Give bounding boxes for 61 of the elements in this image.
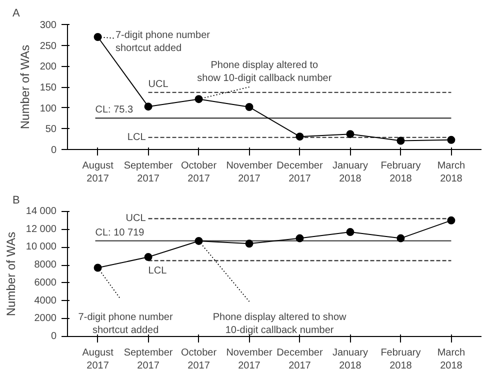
point <box>144 102 152 111</box>
annotation: Phone display altered to show 10-digit callback number <box>212 312 348 336</box>
y-tick-label: 10 000 <box>26 242 57 253</box>
x-tick-label: November 2017 <box>226 160 273 185</box>
y-tick-label: 50 <box>45 124 57 136</box>
x-tick-label: March 2018 <box>437 160 466 185</box>
point <box>447 216 456 224</box>
y-axis-title: Number of WAs <box>18 44 32 130</box>
point <box>194 236 203 245</box>
point <box>245 103 254 111</box>
y-tick-label: 200 <box>40 62 57 73</box>
y-tick-label: 0 <box>50 145 57 156</box>
ref-line-label: CL: 10 719 <box>95 227 145 238</box>
y-tick-label: 12 000 <box>26 224 57 235</box>
x-tick-label: February 2018 <box>380 348 421 372</box>
y-tick-label: 6000 <box>34 277 57 288</box>
y-tick-label: 4000 <box>34 295 57 306</box>
y-tick-label: 14 000 <box>26 206 57 217</box>
y-tick-label: 0 <box>50 331 57 342</box>
x-tick-label: February 2018 <box>380 160 421 185</box>
point <box>447 136 456 144</box>
y-tick-label: 8000 <box>34 260 57 271</box>
x-tick-label: December 2017 <box>276 348 324 372</box>
annotation: 7-digit phone number shortcut added <box>78 312 174 336</box>
point <box>346 130 354 138</box>
point <box>346 228 354 236</box>
point <box>396 234 405 242</box>
point <box>396 136 405 145</box>
x-tick-label: December 2017 <box>276 160 324 185</box>
annotation: 7-digit phone number shortcut added <box>115 30 211 54</box>
point <box>144 253 152 262</box>
point <box>296 234 304 242</box>
y-tick-label: 150 <box>40 82 57 94</box>
point <box>94 33 102 41</box>
ref-line-label: LCL <box>148 266 168 277</box>
ref-line-label: CL: 75.3 <box>95 104 134 116</box>
y-tick-label: 2000 <box>34 313 57 324</box>
y-axis-title: Number of WAs <box>4 232 18 316</box>
x-tick-label: March 2018 <box>437 348 466 372</box>
x-tick-label: September 2017 <box>124 348 174 372</box>
ref-line-label: UCL <box>148 78 169 90</box>
x-tick-label: November 2017 <box>226 348 273 372</box>
x-tick-label: January 2018 <box>332 348 368 372</box>
x-tick-label: October 2017 <box>180 348 218 372</box>
point <box>194 95 203 104</box>
point <box>296 132 304 141</box>
y-tick-label: 300 <box>40 20 57 31</box>
point <box>245 240 254 248</box>
ref-line-label: LCL <box>127 132 146 143</box>
chart-title: A <box>12 8 20 20</box>
x-tick-label: January 2018 <box>332 160 368 185</box>
chart-title: B <box>12 194 20 206</box>
point <box>94 264 102 272</box>
y-tick-label: 100 <box>40 103 57 114</box>
x-tick-label: August 2017 <box>82 348 114 372</box>
x-tick-label: October 2017 <box>180 160 218 185</box>
y-tick-label: 250 <box>40 40 57 52</box>
x-tick-label: August 2017 <box>82 160 114 185</box>
x-tick-label: September 2017 <box>124 160 174 185</box>
ref-line-label: UCL <box>126 213 146 224</box>
annotation: Phone display altered to show 10-digit callback number <box>197 60 332 84</box>
